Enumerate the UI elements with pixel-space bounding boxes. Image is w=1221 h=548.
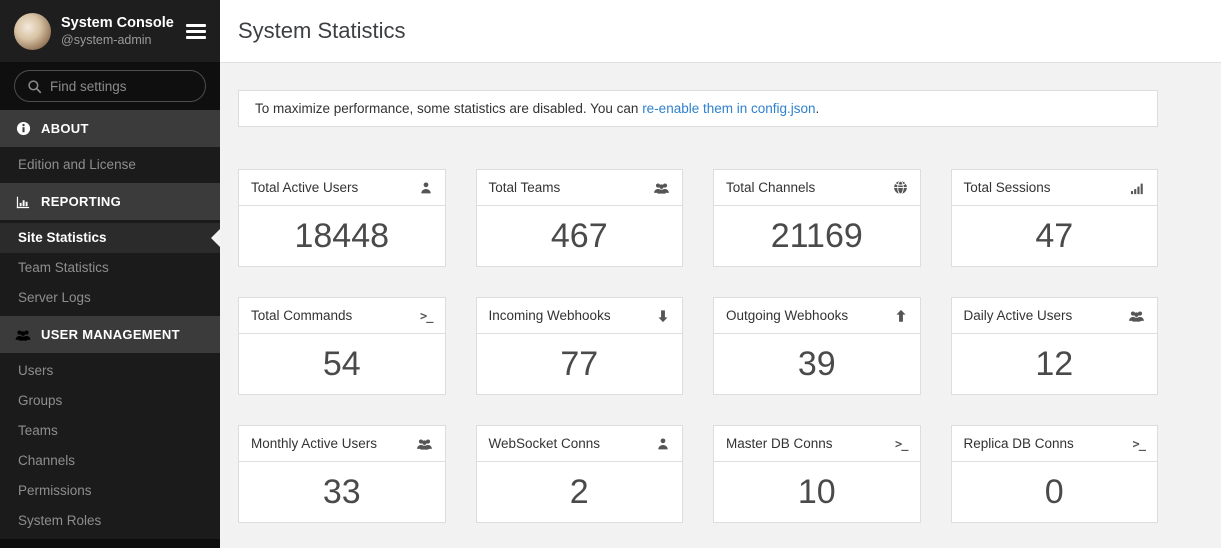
sidebar-sections: ABOUT Edition and License REPORTING Site… [0,110,220,548]
menu-icon[interactable] [186,20,206,43]
content-area: To maximize performance, some statistics… [220,63,1221,548]
banner-text: To maximize performance, some statistics… [255,101,643,116]
users-icon [653,181,670,195]
stat-label: Daily Active Users [963,308,1073,323]
stat-card-incoming-webhooks: Incoming Webhooks 77 [475,297,683,395]
stat-value: 12 [1035,344,1074,383]
sidebar-section-about: ABOUT [0,110,220,147]
arrow-up-icon [894,309,908,323]
search-box[interactable] [14,70,206,102]
sidebar-item-channels[interactable]: Channels [18,453,76,468]
stat-label: Total Teams [488,180,561,195]
sidebar-item-site-statistics[interactable]: Site Statistics [0,223,220,253]
console-title: System Console [61,14,174,31]
sidebar-item-server-logs[interactable]: Server Logs [18,290,91,305]
stat-value: 10 [797,472,836,511]
user-icon [419,181,433,195]
sidebar-footer [0,539,220,548]
terminal-icon: >_ [895,436,908,451]
stat-value: 467 [550,216,608,255]
sidebar-item-list: Edition and License [0,147,220,183]
stat-value: 0 [1044,472,1064,511]
section-label: ABOUT [41,121,89,136]
sidebar-item-edition-and-license[interactable]: Edition and License [18,157,136,172]
admin-sidebar: System Console @system-admin ABOUT Editi… [0,0,220,548]
sidebar-item-system-roles[interactable]: System Roles [18,513,102,528]
admin-username: @system-admin [61,32,152,47]
page-title: System Statistics [238,18,406,43]
arrow-down-icon [656,309,670,323]
stats-grid: Total Active Users 18448 Total Teams 467… [238,169,1158,523]
section-label: REPORTING [41,194,121,209]
stat-card-replica-db-conns: Replica DB Conns >_ 0 [950,425,1158,523]
stat-value: 47 [1035,216,1074,255]
stat-card-daily-active-users: Daily Active Users 12 [950,297,1158,395]
stat-value: 21169 [770,216,863,255]
stat-card-total-sessions: Total Sessions 47 [950,169,1158,267]
stat-label: Total Channels [726,180,816,195]
stat-label: Replica DB Conns [963,436,1074,451]
stat-card-monthly-active-users: Monthly Active Users 33 [238,425,446,523]
config-json-link[interactable]: re-enable them in config.json [642,101,816,116]
stat-label: Monthly Active Users [251,436,378,451]
avatar [14,12,51,50]
stat-value: 18448 [294,216,390,255]
stat-label: Total Sessions [963,180,1051,195]
stat-value: 77 [560,344,599,383]
search-icon [28,79,42,93]
stat-card-total-teams: Total Teams 467 [475,169,683,267]
sidebar-item-users[interactable]: Users [18,363,54,378]
stat-label: Total Active Users [251,180,359,195]
page-header: System Statistics [220,0,1221,63]
stat-label: WebSocket Conns [488,436,601,451]
sidebar-titles: System Console @system-admin [61,14,176,49]
stat-label: Master DB Conns [726,436,833,451]
section-label: USER MANAGEMENT [41,327,180,342]
stat-value: 39 [797,344,836,383]
stat-card-total-channels: Total Channels 21169 [713,169,921,267]
users-icon [416,437,433,451]
sidebar-section-user-management: USER MANAGEMENT [0,316,220,353]
sidebar-item-groups[interactable]: Groups [18,393,63,408]
sidebar-item-list: Users Groups Teams Channels Permissions Syste… [0,353,220,539]
stat-card-outgoing-webhooks: Outgoing Webhooks 39 [713,297,921,395]
banner-text-end: . [815,101,820,116]
stat-value: 2 [569,472,589,511]
main-panel: System Statistics To maximize performanc… [220,0,1221,548]
stat-card-total-commands: Total Commands >_ 54 [238,297,446,395]
sidebar-header: System Console @system-admin [0,0,220,62]
stat-label: Outgoing Webhooks [726,308,849,323]
terminal-icon: >_ [420,308,433,323]
globe-icon [893,180,908,195]
sidebar-item-permissions[interactable]: Permissions [18,483,92,498]
sidebar-item-list: Site Statistics Team Statistics Server Log… [0,220,220,316]
users-icon [1128,309,1145,323]
performance-banner: To maximize performance, some statistics… [238,90,1158,127]
search-input[interactable] [50,78,193,94]
stat-value: 33 [322,472,361,511]
info-circle-icon [15,121,31,137]
stat-card-websocket-conns: WebSocket Conns 2 [475,425,683,523]
stat-label: Incoming Webhooks [488,308,611,323]
terminal-icon: >_ [1132,436,1146,451]
users-icon [15,327,31,343]
signal-icon [1130,181,1145,195]
bar-chart-icon [15,194,31,210]
sidebar-search-area [0,62,220,110]
stat-value: 54 [322,344,361,383]
user-icon [656,437,670,451]
stat-label: Total Commands [251,308,353,323]
stat-card-master-db-conns: Master DB Conns >_ 10 [713,425,921,523]
sidebar-section-reporting: REPORTING [0,183,220,220]
sidebar-item-teams[interactable]: Teams [18,423,58,438]
stat-card-total-active-users: Total Active Users 18448 [238,169,446,267]
sidebar-item-team-statistics[interactable]: Team Statistics [18,260,109,275]
